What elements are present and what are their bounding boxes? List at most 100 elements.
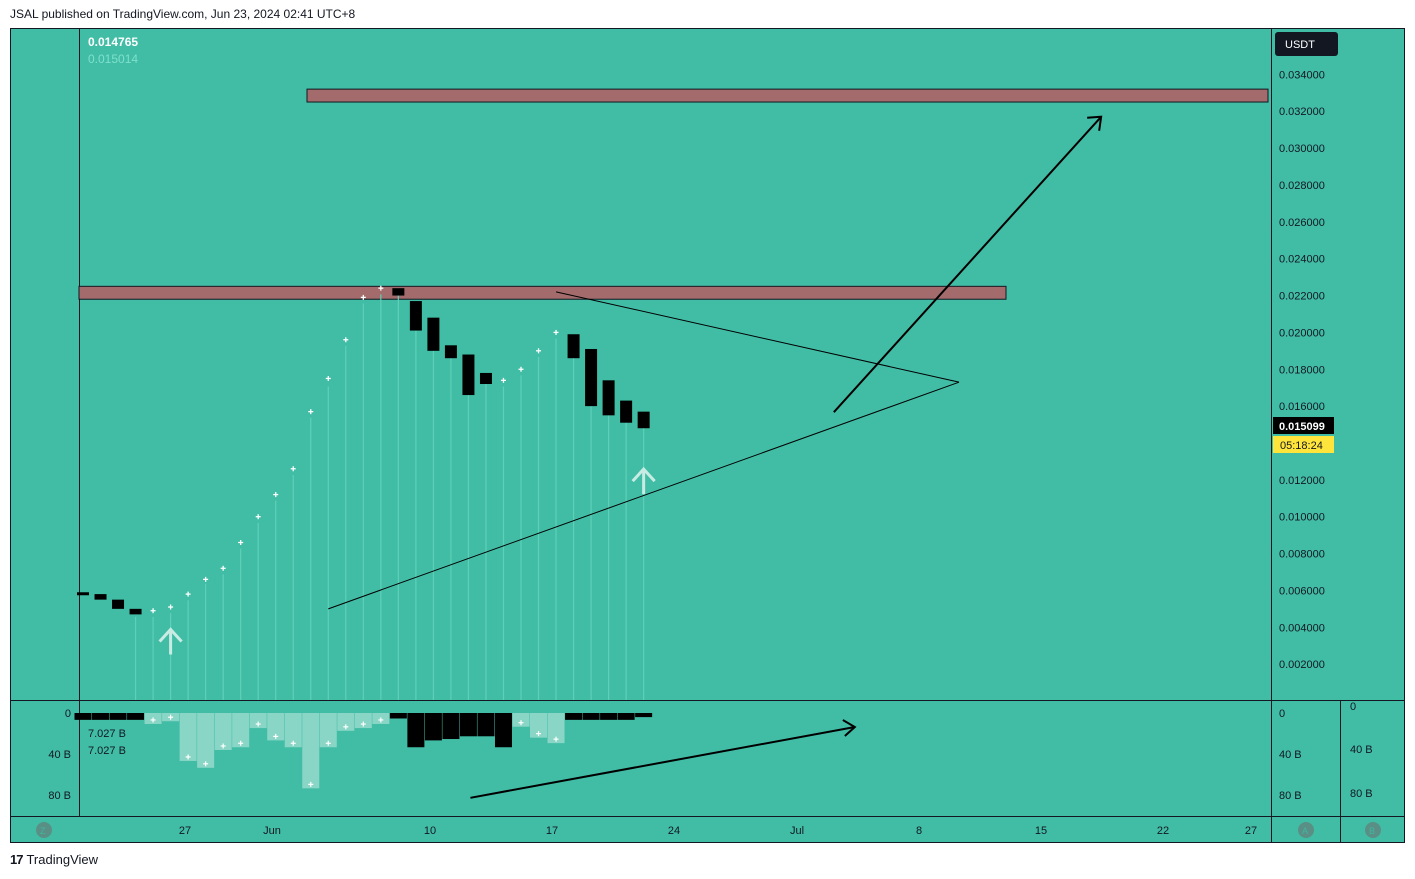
candle — [602, 380, 615, 416]
buy-arrow-head — [631, 466, 656, 483]
volume-bar — [582, 713, 600, 720]
candle — [585, 348, 598, 407]
up-marker — [500, 377, 506, 383]
legend-value-primary: 0.014765 — [88, 35, 138, 49]
candle — [462, 354, 475, 396]
auto-scale-button-label: A — [1302, 826, 1308, 836]
up-marker — [290, 466, 296, 472]
volume-far-right-tick: 80 B — [1350, 788, 1373, 800]
volume-legend-2: 7.027 B — [88, 745, 126, 757]
volume-trend-arrow-head — [842, 719, 857, 737]
time-tick-label: Jun — [263, 825, 281, 837]
volume-far-right-tick: 40 B — [1350, 744, 1373, 756]
volume-legend-1: 7.027 B — [88, 728, 126, 740]
volume-bar — [442, 713, 460, 740]
settings-button[interactable] — [1365, 822, 1381, 838]
volume-bar — [249, 713, 267, 729]
volume-bar — [459, 713, 477, 737]
candle — [637, 411, 650, 429]
price-tick-label: 0.022000 — [1279, 291, 1325, 303]
up-marker — [255, 514, 261, 520]
volume-bar — [354, 713, 372, 729]
drawings — [158, 115, 1103, 655]
price-tick-label: 0.002000 — [1279, 659, 1325, 671]
volume-bar — [74, 713, 92, 720]
markers — [150, 285, 559, 614]
timezone-button[interactable] — [36, 822, 52, 838]
resistance-zones — [78, 88, 1269, 300]
volume-bar — [494, 713, 512, 748]
time-tick-label: 8 — [916, 825, 922, 837]
volume-bar — [319, 713, 337, 748]
volume-bar — [127, 713, 145, 720]
volume-bar — [214, 713, 232, 750]
price-tick-label: 0.010000 — [1279, 512, 1325, 524]
time-tick-label: 10 — [424, 825, 436, 837]
candle — [129, 608, 142, 615]
price-tick-label: 0.006000 — [1279, 585, 1325, 597]
price-tick-label: 0.026000 — [1279, 217, 1325, 229]
buy-arrow-icon — [631, 466, 656, 495]
volume-left-tick: 40 B — [48, 749, 71, 761]
up-marker — [168, 604, 174, 610]
candle — [444, 345, 457, 359]
time-tick-label: 17 — [546, 825, 558, 837]
price-tick-label: 0.012000 — [1279, 475, 1325, 487]
up-marker — [308, 409, 314, 415]
time-axis-ticks: 27 Jun 10 17 24 Jul 8 15 22 27 — [179, 825, 1257, 837]
up-marker — [518, 366, 524, 372]
currency-badge[interactable] — [1275, 32, 1338, 56]
up-marker — [238, 540, 244, 546]
volume-bar — [92, 713, 110, 720]
tradingview-logo-icon: 17 — [10, 852, 24, 867]
volume-left-tick: 0 — [65, 708, 71, 720]
volume-spikes — [134, 294, 645, 700]
volume-bar — [284, 713, 302, 748]
volume-bar — [197, 713, 215, 768]
volume-bar — [389, 713, 407, 719]
candle — [409, 301, 422, 331]
price-tick-label: 0.020000 — [1279, 327, 1325, 339]
volume-bar — [600, 713, 618, 720]
buy-arrow-icon — [158, 627, 183, 655]
up-marker — [273, 492, 279, 498]
candle — [112, 599, 125, 609]
volume-bar — [337, 713, 355, 731]
volume-bar — [547, 713, 565, 744]
volume-bar — [267, 713, 285, 741]
footer: 17 TradingView — [10, 852, 98, 867]
candle — [392, 288, 405, 296]
volume-right-tick: 0 — [1279, 708, 1285, 720]
volume-left-tick: 80 B — [48, 790, 71, 802]
timezone-button-label: Z — [40, 826, 46, 836]
time-tick-label: 24 — [668, 825, 680, 837]
up-marker — [203, 576, 209, 582]
volume-right-tick: 80 B — [1279, 790, 1302, 802]
volume-bar — [617, 713, 635, 720]
up-marker — [360, 294, 366, 300]
volume-far-right-tick: 0 — [1350, 701, 1356, 713]
currency-label: USDT — [1285, 39, 1315, 51]
current-price: 0.015099 — [1279, 421, 1325, 433]
projection-arrow-head — [1087, 115, 1103, 131]
up-marker — [536, 348, 542, 354]
legend-value-secondary: 0.015014 — [88, 52, 138, 66]
up-marker — [220, 565, 226, 571]
candle — [620, 400, 633, 423]
price-tick-label: 0.032000 — [1279, 106, 1325, 118]
price-tick-label: 0.030000 — [1279, 143, 1325, 155]
auto-scale-button[interactable] — [1298, 822, 1314, 838]
time-tick-label: Jul — [790, 825, 804, 837]
volume-bar — [565, 713, 583, 720]
candle — [567, 334, 580, 359]
chart-frame — [10, 28, 1405, 843]
volume-bar — [232, 713, 250, 748]
candles — [77, 288, 650, 615]
footer-brand: TradingView — [26, 852, 99, 867]
volume-bar — [512, 713, 530, 727]
resistance-zone — [78, 285, 1007, 300]
resistance-zone — [306, 88, 1269, 103]
countdown-badge — [1273, 436, 1334, 453]
volume-bar — [109, 713, 127, 720]
